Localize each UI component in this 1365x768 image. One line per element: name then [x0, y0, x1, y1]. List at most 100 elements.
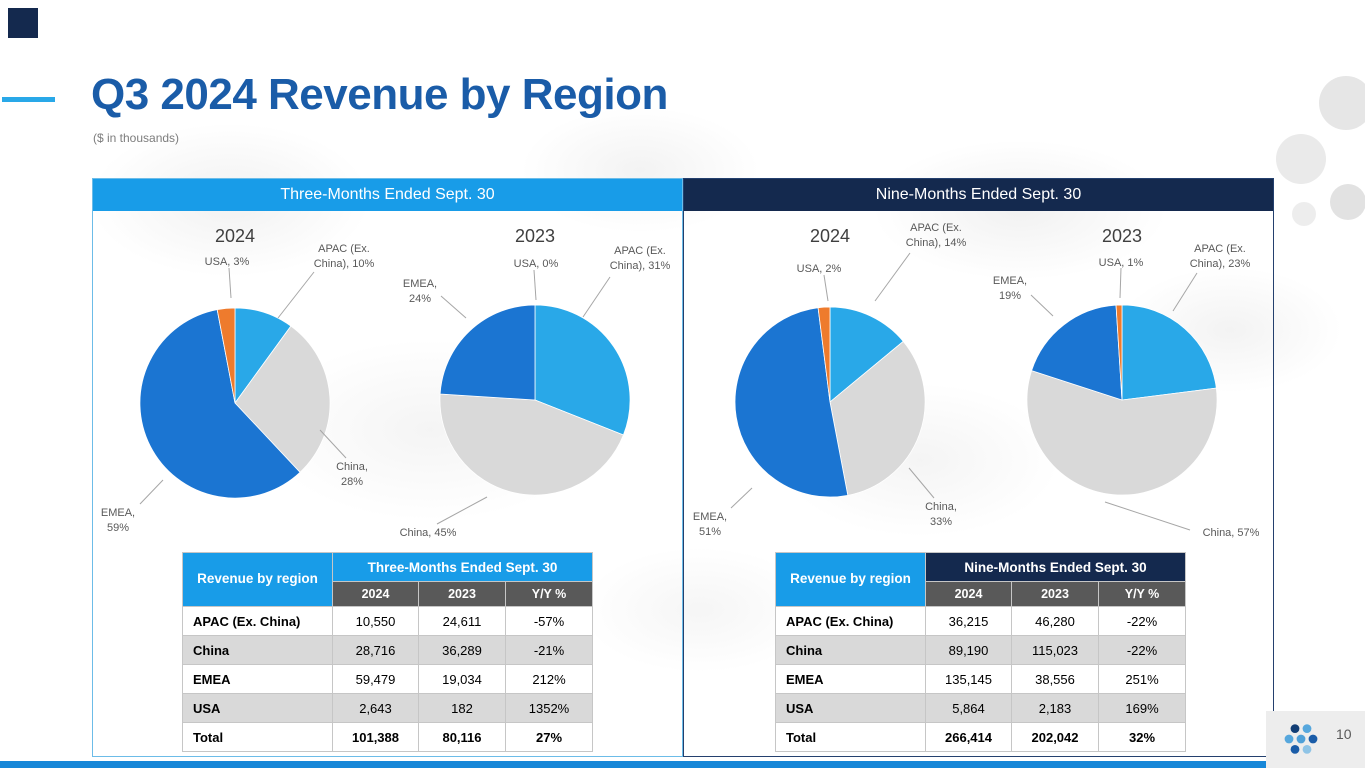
pie-label-emea: EMEA, 59% [100, 507, 136, 534]
table-cell: 24,611 [418, 606, 506, 636]
revenue-table-nine-months: Revenue by region Nine-Months Ended Sept… [775, 552, 1186, 752]
three-months-panel-header: Three-Months Ended Sept. 30 [93, 179, 682, 211]
pie-chart-2023-three-months [439, 304, 631, 496]
table-corner-header: Revenue by region [775, 552, 926, 607]
table-cell: 101,388 [332, 722, 419, 752]
table-cell: 32% [1098, 722, 1186, 752]
pie-label-apac: APAC (Ex. China), 14% [905, 222, 967, 249]
row-label: EMEA [182, 664, 333, 694]
column-header: 2024 [925, 581, 1012, 607]
table-cell: 2,643 [332, 693, 419, 723]
table-row: China 89,190 115,023 -22% [775, 635, 1186, 665]
pie-title-2024-nine-months: 2024 [809, 226, 851, 246]
table-corner-header: Revenue by region [182, 552, 333, 607]
table-cell: 36,289 [418, 635, 506, 665]
row-label: EMEA [775, 664, 926, 694]
pie-chart-2024-three-months [139, 307, 331, 499]
row-label: Total [775, 722, 926, 752]
table-cell: 2,183 [1011, 693, 1099, 723]
table-cell: -57% [505, 606, 593, 636]
table-cell: 80,116 [418, 722, 506, 752]
row-label: Total [182, 722, 333, 752]
page-number: 10 [1336, 726, 1352, 742]
table-cell: 135,145 [925, 664, 1012, 694]
table-cell: 19,034 [418, 664, 506, 694]
pie-label-china: China, 33% [925, 501, 957, 528]
table-cell: 38,556 [1011, 664, 1099, 694]
nine-months-panel: Nine-Months Ended Sept. 30 [683, 178, 1274, 757]
table-cell: 89,190 [925, 635, 1012, 665]
pie-label-emea: EMEA, 24% [402, 278, 438, 305]
corner-accent-square [8, 8, 38, 38]
row-label: USA [775, 693, 926, 723]
row-label: APAC (Ex. China) [775, 606, 926, 636]
pie-chart-2023-nine-months [1026, 304, 1218, 496]
table-row: USA 5,864 2,183 169% [775, 693, 1186, 723]
table-row: APAC (Ex. China) 10,550 24,611 -57% [182, 606, 593, 636]
table-cell: 251% [1098, 664, 1186, 694]
table-cell: 1352% [505, 693, 593, 723]
table-cell: 169% [1098, 693, 1186, 723]
column-header: 2023 [418, 581, 506, 607]
table-cell: 10,550 [332, 606, 419, 636]
pie-label-apac: APAC (Ex. China), 31% [609, 245, 671, 272]
table-cell: -21% [505, 635, 593, 665]
table-row: USA 2,643 182 1352% [182, 693, 593, 723]
decorative-circle [1330, 184, 1365, 220]
decorative-circle [1319, 76, 1365, 130]
pie-chart-2024-nine-months [734, 306, 926, 498]
table-row: EMEA 135,145 38,556 251% [775, 664, 1186, 694]
nine-months-panel-header: Nine-Months Ended Sept. 30 [684, 179, 1273, 211]
table-cell: 59,479 [332, 664, 419, 694]
pie-label-apac: APAC (Ex. China), 23% [1189, 243, 1251, 270]
page-title: Q3 2024 Revenue by Region [91, 70, 668, 119]
title-accent-dash [2, 97, 55, 102]
table-cell: 202,042 [1011, 722, 1099, 752]
pie-label-usa: USA, 2% [796, 263, 842, 275]
table-row: China 28,716 36,289 -21% [182, 635, 593, 665]
table-cell: 28,716 [332, 635, 419, 665]
company-logo-icon [1284, 724, 1318, 754]
pie-label-usa: USA, 3% [204, 256, 250, 268]
pie-label-usa: USA, 0% [513, 258, 559, 270]
column-header: Y/Y % [505, 581, 593, 607]
page-subtitle: ($ in thousands) [93, 131, 180, 145]
footer-accent-bar [0, 761, 1274, 768]
revenue-table-three-months: Revenue by region Three-Months Ended Sep… [182, 552, 593, 752]
table-cell: 266,414 [925, 722, 1012, 752]
decorative-circle [1276, 134, 1326, 184]
row-label: USA [182, 693, 333, 723]
table-period-header: Nine-Months Ended Sept. 30 [925, 552, 1186, 582]
table-row: EMEA 59,479 19,034 212% [182, 664, 593, 694]
pie-label-emea: EMEA, 51% [692, 511, 728, 538]
column-header: Y/Y % [1098, 581, 1186, 607]
table-cell: 5,864 [925, 693, 1012, 723]
table-cell: -22% [1098, 606, 1186, 636]
three-months-panel: Three-Months Ended Sept. 30 [92, 178, 683, 757]
pie-title-2023-nine-months: 2023 [1101, 226, 1143, 246]
pie-label-china: China, 28% [336, 461, 368, 488]
row-label: APAC (Ex. China) [182, 606, 333, 636]
column-header: 2023 [1011, 581, 1099, 607]
table-total-row: Total 101,388 80,116 27% [182, 722, 593, 752]
table-cell: -22% [1098, 635, 1186, 665]
pie-label-emea: EMEA, 19% [992, 275, 1028, 302]
pie-title-2023-three-months: 2023 [514, 226, 556, 246]
row-label: China [775, 635, 926, 665]
table-cell: 212% [505, 664, 593, 694]
table-period-header: Three-Months Ended Sept. 30 [332, 552, 593, 582]
pie-label-usa: USA, 1% [1098, 257, 1144, 269]
pie-label-apac: APAC (Ex. China), 10% [313, 243, 375, 270]
table-cell: 115,023 [1011, 635, 1099, 665]
table-cell: 27% [505, 722, 593, 752]
table-row: APAC (Ex. China) 36,215 46,280 -22% [775, 606, 1186, 636]
table-cell: 46,280 [1011, 606, 1099, 636]
table-cell: 182 [418, 693, 506, 723]
pie-label-china: China, 57% [1202, 527, 1260, 539]
row-label: China [182, 635, 333, 665]
table-total-row: Total 266,414 202,042 32% [775, 722, 1186, 752]
column-header: 2024 [332, 581, 419, 607]
pie-label-china: China, 45% [399, 527, 457, 539]
table-cell: 36,215 [925, 606, 1012, 636]
